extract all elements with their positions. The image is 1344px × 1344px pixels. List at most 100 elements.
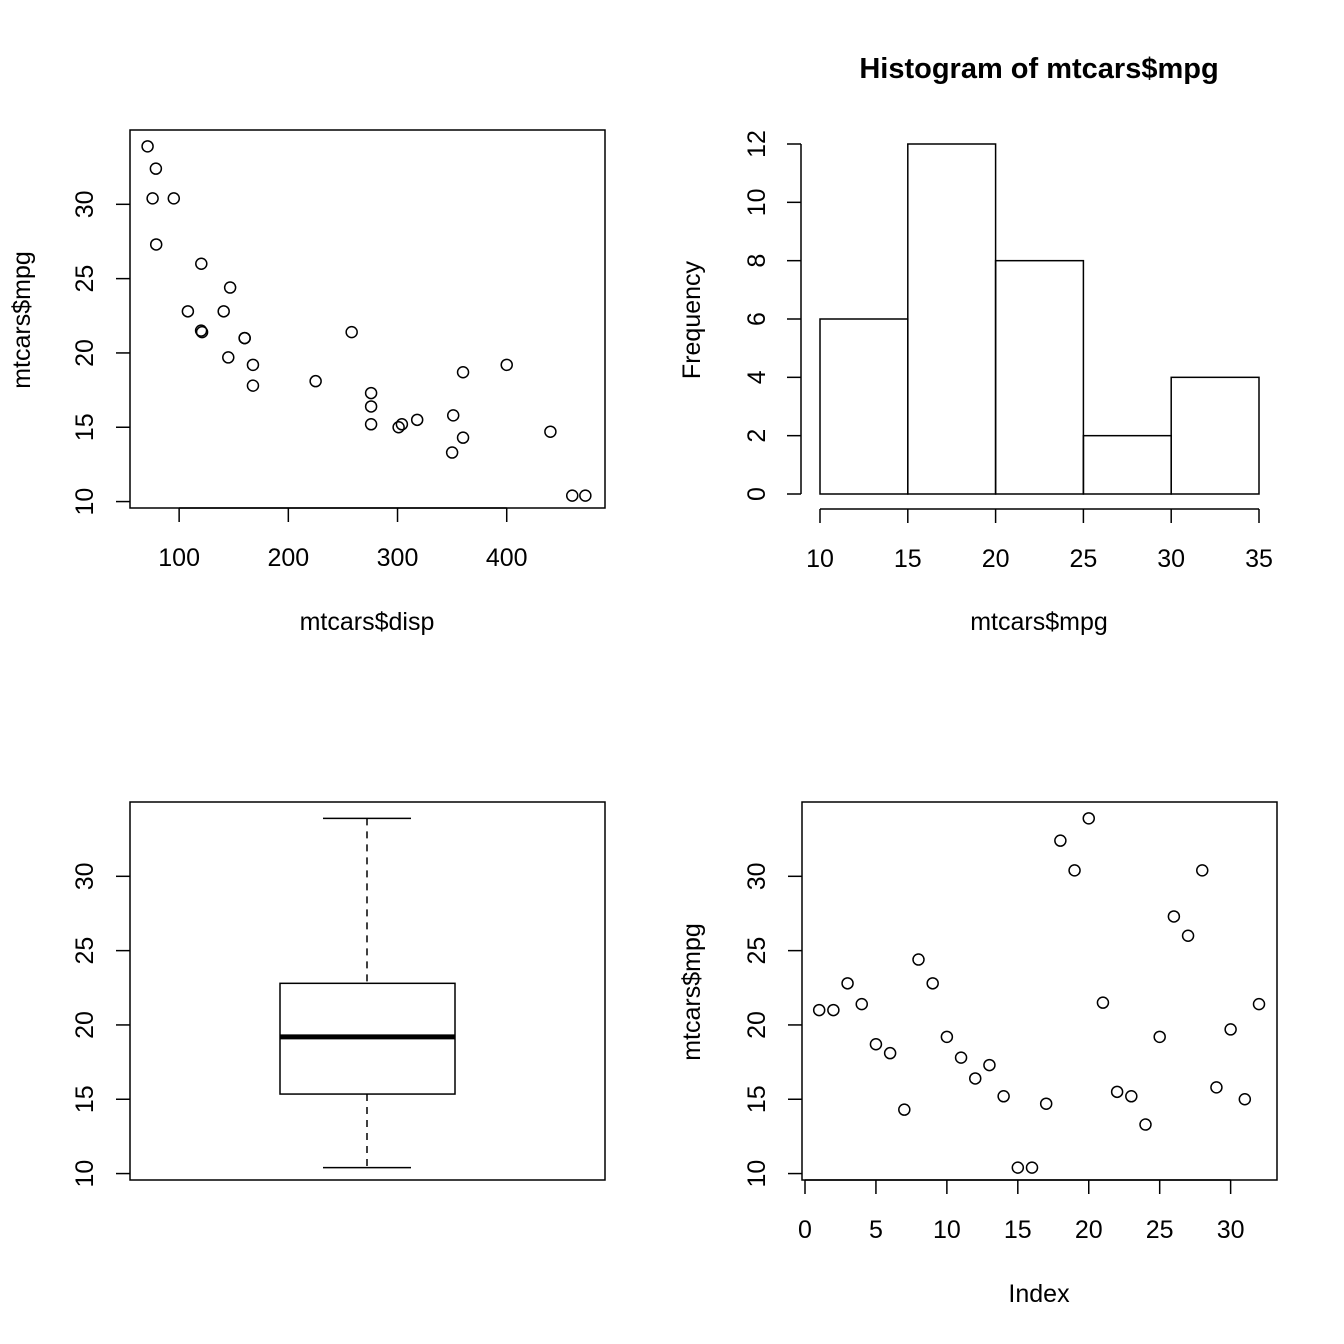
x-tick-label: 35 — [1245, 545, 1273, 573]
data-point — [1181, 929, 1195, 943]
x-tick-label: 30 — [1217, 1216, 1245, 1244]
data-point — [222, 351, 235, 364]
y-tick-label: 0 — [743, 487, 771, 501]
plot-frame — [801, 801, 1278, 1181]
data-point — [1110, 1085, 1124, 1099]
y-tick-label: 2 — [743, 429, 771, 443]
data-point — [898, 1103, 911, 1116]
data-point — [1011, 1161, 1025, 1174]
x-tick-label: 400 — [486, 544, 528, 572]
data-point — [1068, 864, 1081, 877]
data-point — [579, 489, 592, 502]
x-axis-title: mtcars$disp — [300, 608, 435, 636]
x-tick-label: 0 — [798, 1216, 812, 1244]
x-tick-label: 300 — [377, 544, 419, 572]
x-tick-label: 10 — [933, 1216, 961, 1244]
y-tick-label: 10 — [71, 488, 99, 516]
data-point — [364, 386, 378, 400]
y-axis-title: mtcars$mpg — [678, 923, 706, 1061]
y-axis-title: mtcars$mpg — [8, 251, 36, 389]
data-point — [1096, 996, 1110, 1009]
panel-index-scatter: 0 5 10 15 20 25 30 10 15 20 25 30 Index mtcars$mpg — [678, 801, 1278, 1308]
data-point — [1139, 1118, 1152, 1131]
data-point — [364, 418, 378, 431]
data-point — [195, 257, 208, 271]
histogram-bar — [1082, 434, 1172, 495]
y-tick-label: 20 — [743, 1011, 771, 1039]
y-tick-label: 10 — [743, 1160, 771, 1188]
data-point — [1153, 1030, 1166, 1044]
data-point — [827, 1003, 840, 1017]
data-point — [954, 1051, 968, 1064]
y-tick-label: 15 — [71, 413, 99, 441]
data-point — [194, 324, 208, 337]
data-point — [309, 374, 322, 388]
data-point — [983, 1058, 996, 1072]
data-point — [544, 425, 557, 438]
x-tick-label: 25 — [1069, 545, 1097, 573]
data-point — [1238, 1093, 1252, 1106]
data-point — [1196, 864, 1209, 877]
data-point — [940, 1030, 954, 1044]
data-point — [926, 977, 939, 990]
y-axis-title: Frequency — [678, 260, 706, 379]
y-tick-label: 30 — [743, 862, 771, 890]
data-point — [1125, 1090, 1138, 1103]
y-tick-label: 25 — [743, 937, 771, 965]
data-point — [1167, 910, 1181, 923]
data-point — [181, 305, 195, 318]
y-tick-label: 20 — [71, 339, 99, 367]
data-point — [195, 325, 209, 339]
y-tick-label: 15 — [743, 1085, 771, 1113]
data-point — [238, 331, 251, 345]
data-point — [445, 446, 459, 459]
x-axis-title: mtcars$mpg — [970, 608, 1108, 636]
data-point — [149, 238, 163, 251]
y-tick-label: 8 — [743, 254, 771, 268]
x-axis-title: Index — [1008, 1280, 1070, 1308]
data-point — [167, 192, 181, 205]
histogram-bar — [994, 259, 1085, 495]
y-tick-label: 30 — [71, 862, 99, 890]
data-point — [1224, 1023, 1237, 1036]
y-tick-label: 10 — [743, 188, 771, 216]
data-point — [1054, 834, 1067, 847]
x-tick-label: 15 — [1004, 1216, 1032, 1244]
data-point — [392, 421, 405, 434]
data-point — [246, 358, 260, 372]
data-point — [969, 1072, 982, 1085]
data-point — [446, 409, 460, 422]
data-point — [855, 997, 868, 1011]
y-tick-label: 6 — [743, 312, 771, 326]
panel-disp-vs-mpg: 100 200 300 400 10 15 20 25 30 mtcars$disp mtcars$… — [8, 129, 606, 636]
data-point — [565, 489, 579, 502]
plot-frame — [129, 129, 606, 509]
data-point — [456, 366, 470, 379]
x-tick-label: 10 — [806, 545, 834, 573]
x-tick-label: 20 — [1075, 1216, 1103, 1244]
histogram-bar — [819, 318, 909, 495]
chart-title: Histogram of mtcars$mpg — [859, 53, 1218, 85]
histogram-bar — [907, 143, 997, 495]
y-tick-label: 30 — [71, 190, 99, 218]
data-point — [410, 413, 424, 427]
x-tick-label: 5 — [869, 1216, 883, 1244]
y-tick-label: 20 — [71, 1011, 99, 1039]
data-point — [456, 431, 470, 444]
panel-histogram: 10 15 20 25 30 35 0 2 4 6 8 10 12 Histogram of mtcars… — [678, 53, 1273, 636]
data-point — [500, 358, 513, 372]
y-tick-label: 25 — [71, 937, 99, 965]
data-point — [146, 192, 159, 205]
y-tick-label: 10 — [71, 1160, 99, 1188]
data-point — [149, 162, 163, 175]
data-point — [364, 400, 378, 413]
data-point — [841, 977, 854, 990]
plot-frame — [129, 801, 606, 1181]
x-tick-label: 25 — [1146, 1216, 1174, 1244]
x-tick-label: 15 — [894, 545, 922, 573]
panel-boxplot: 10 15 20 25 30 — [71, 801, 606, 1188]
data-point — [345, 325, 358, 339]
x-tick-label: 200 — [267, 544, 309, 572]
y-tick-label: 12 — [743, 130, 771, 158]
